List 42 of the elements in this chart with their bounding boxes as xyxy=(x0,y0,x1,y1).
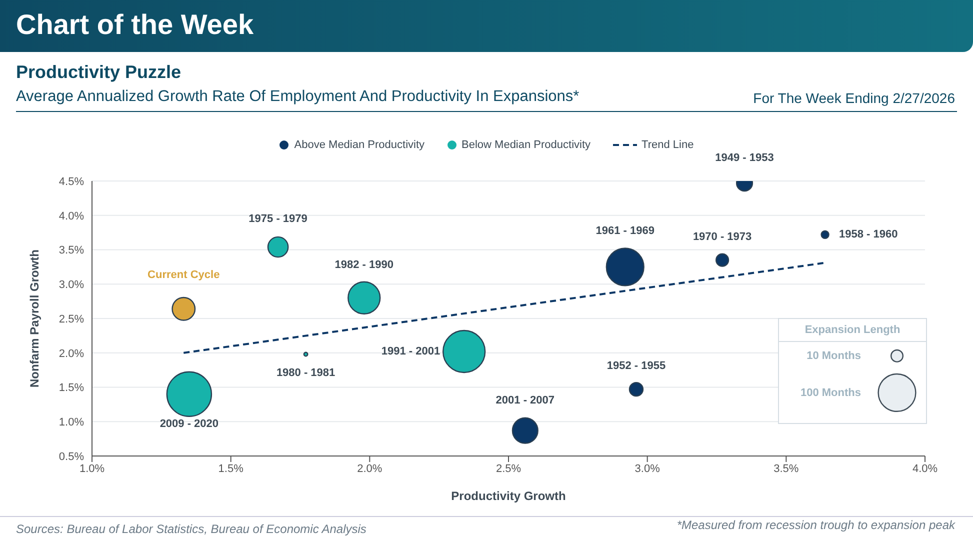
chart-subtitle: Average Annualized Growth Rate Of Employment And Productivity In Expansions* xyxy=(16,88,580,106)
annotation: 1970 - 1973 xyxy=(692,230,752,243)
chart-title: Productivity Puzzle xyxy=(16,62,182,83)
legend-label: Below Median Productivity xyxy=(460,139,591,151)
x-tick-label: 2.5% xyxy=(496,462,522,475)
annotation: 1958 - 1960 xyxy=(839,228,898,241)
annotation: 1982 - 1990 xyxy=(334,258,394,271)
annotation: 1975 - 1979 xyxy=(248,212,308,225)
y-axis-title: Nonfarm Payroll Growth xyxy=(27,249,42,388)
y-tick-label: 4.5% xyxy=(58,176,84,188)
x-tick-label: 4.0% xyxy=(912,462,938,475)
text: *Measured from recession trough to expansion peak xyxy=(676,518,955,532)
annotation: 2001 - 2007 xyxy=(496,394,555,406)
y-tick-label: 3.5% xyxy=(58,244,84,257)
y-tick-label: 3.0% xyxy=(58,279,84,292)
annotation: 1949 - 1953 xyxy=(715,152,774,164)
y-tick-label: 2.0% xyxy=(58,348,84,360)
source-note: Sources: Bureau of Labor Statistics, Bureau of Economic Analysis xyxy=(16,522,366,536)
y-tick-label: 0.5% xyxy=(58,450,84,463)
legend-title: Expansion Length xyxy=(779,319,926,342)
annotation: 1961 - 1969 xyxy=(596,224,654,237)
text: Chart of the Week xyxy=(16,9,254,41)
x-tick-label: 3.0% xyxy=(634,462,660,475)
x-tick-label: 3.5% xyxy=(774,462,799,475)
annotation: 1980 - 1981 xyxy=(276,367,336,380)
text: Current Cycle xyxy=(148,268,220,281)
legend-label: 10 Months xyxy=(806,350,861,362)
legend-label: 100 Months xyxy=(799,387,861,399)
x-tick-label: 1.5% xyxy=(218,462,244,475)
annotation: 1952 - 1955 xyxy=(606,360,666,372)
x-tick-label: 2.0% xyxy=(357,462,382,475)
annotation: 1991 - 2001 xyxy=(381,345,440,358)
legend-label: Above Median Productivity xyxy=(293,139,425,151)
text: For The Week Ending 2/27/2026 xyxy=(753,90,955,106)
y-tick-label: 4.0% xyxy=(58,210,84,222)
y-tick-label: 2.5% xyxy=(58,313,84,326)
x-axis-title: Productivity Growth xyxy=(451,489,566,503)
legend-label: Trend Line xyxy=(640,139,694,151)
y-tick-label: 1.0% xyxy=(58,416,84,429)
x-tick-label: 1.0% xyxy=(79,462,105,475)
annotation: 2009 - 2020 xyxy=(160,418,219,430)
y-tick-label: 1.5% xyxy=(58,382,84,394)
